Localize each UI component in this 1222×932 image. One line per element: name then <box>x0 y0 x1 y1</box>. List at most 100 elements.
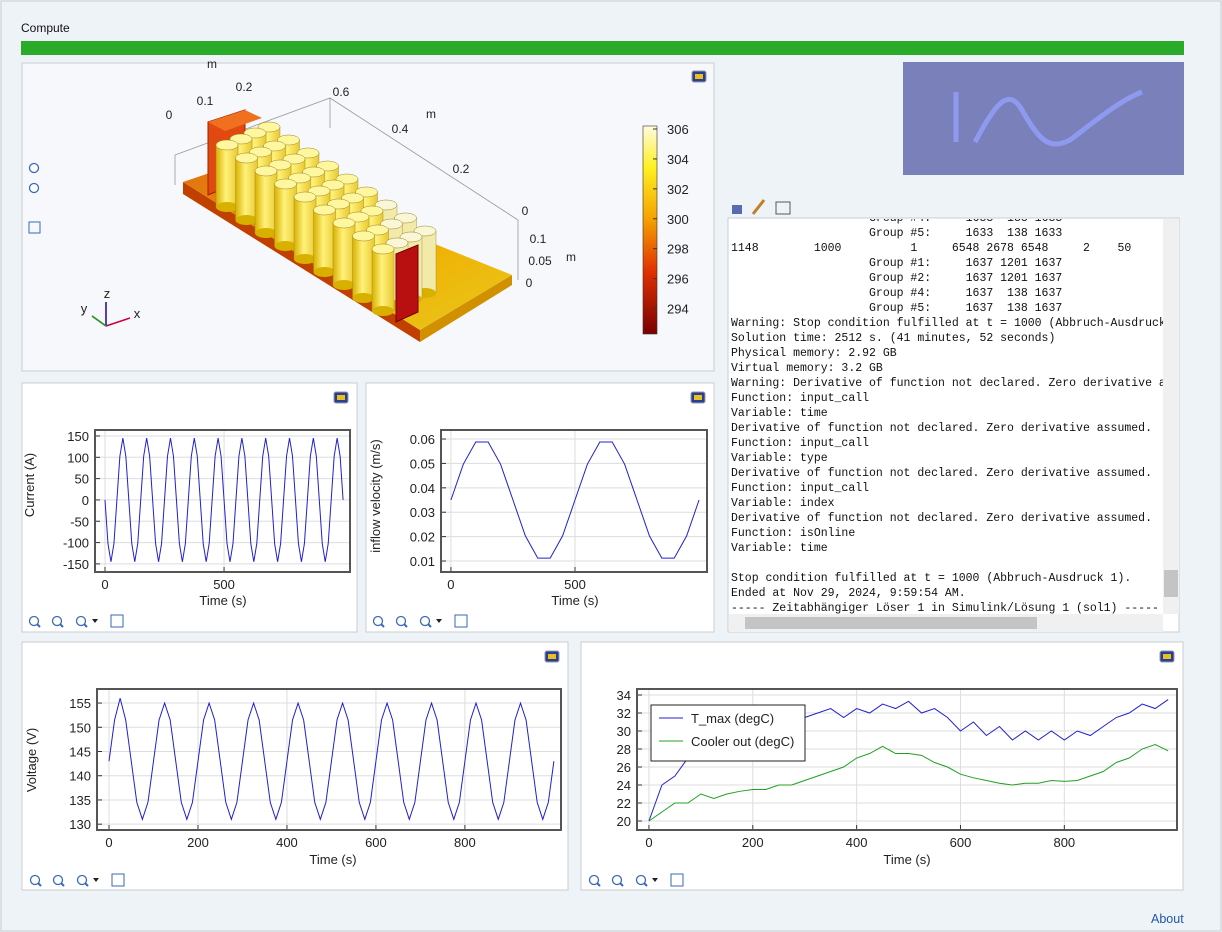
cell-bottom <box>255 228 277 238</box>
cell <box>332 222 356 286</box>
cell-bottom <box>372 306 394 316</box>
cell <box>371 248 395 312</box>
end-wall-top <box>208 110 262 131</box>
triad-label: z <box>104 286 111 301</box>
image-icon-inner <box>694 395 702 400</box>
axis-label-3d: 0 <box>166 108 173 122</box>
y-tick-label: 135 <box>69 793 91 808</box>
fit-icon[interactable] <box>111 873 125 887</box>
zoom-icon[interactable] <box>635 874 647 886</box>
zoom-icon[interactable] <box>76 874 88 886</box>
y-tick-label: -150 <box>63 557 89 572</box>
y-tick-label: 24 <box>617 778 631 793</box>
x-axis-label: Time (s) <box>551 593 598 608</box>
zoom-icon[interactable] <box>75 615 87 627</box>
zoom-icon[interactable] <box>419 615 431 627</box>
fit-icon[interactable] <box>28 221 41 234</box>
y-tick-label: 140 <box>69 769 91 784</box>
log-line: Derivative of function not declared. Zer… <box>731 467 1152 480</box>
y-tick-label: 32 <box>617 706 631 721</box>
zoom-icon[interactable] <box>51 615 63 627</box>
colorbar-label: 298 <box>667 242 689 257</box>
zoom-icon-handle <box>36 623 41 628</box>
clear-icon[interactable] <box>751 199 766 215</box>
log-line: Function: input_call <box>731 482 870 495</box>
zoom-icon-handle <box>596 882 601 887</box>
legend-label: Cooler out (degC) <box>691 734 794 749</box>
data-line <box>450 441 700 559</box>
x-tick-label: 500 <box>564 577 586 592</box>
scrollbar[interactable] <box>1163 219 1179 614</box>
cell-top <box>413 225 437 237</box>
log-line: Group #5: 1633 138 1633 <box>731 227 1063 240</box>
dropdown <box>652 878 658 882</box>
cell-top <box>374 199 398 211</box>
cell <box>313 209 336 273</box>
cell-top <box>394 212 417 224</box>
cell-bottom <box>294 254 316 264</box>
cell <box>352 235 375 299</box>
axis-label-3d: m <box>207 57 217 71</box>
x-axis-label: Time (s) <box>309 852 356 867</box>
cell-top <box>355 186 378 198</box>
zoom-icon[interactable] <box>28 615 40 627</box>
zoom-icon[interactable] <box>52 874 64 886</box>
y-tick-label: 30 <box>617 724 631 739</box>
log-output: Group #4: 1633 138 1633 Group #5: 1633 1… <box>729 219 1163 614</box>
log-line: Variable: time <box>731 407 828 420</box>
y-axis-label: inflow velocity (m/s) <box>368 439 383 552</box>
about-link[interactable]: About <box>1151 912 1184 926</box>
data-line <box>104 438 344 562</box>
cell-top <box>235 152 258 164</box>
cell-top <box>288 172 311 184</box>
detach-icon[interactable] <box>775 201 791 215</box>
log-line: Group #4: 1637 138 1637 <box>731 287 1063 300</box>
zoom-icon[interactable] <box>588 874 600 886</box>
cell-bottom <box>216 202 238 212</box>
fit-icon[interactable] <box>670 873 684 887</box>
fit-icon[interactable] <box>110 614 124 628</box>
zoom-icon[interactable] <box>372 615 384 627</box>
progress-bar <box>21 41 1184 55</box>
axis-label-3d: 0.2 <box>453 162 470 176</box>
zoom-icon[interactable] <box>611 874 623 886</box>
x-tick-label: 500 <box>213 577 235 592</box>
compute-button[interactable]: Compute <box>21 21 70 35</box>
cell-top <box>243 127 267 139</box>
y-tick-label: 130 <box>69 817 91 832</box>
logo <box>903 62 1184 175</box>
x-tick-label: 0 <box>105 835 112 850</box>
fit-icon[interactable] <box>454 614 468 628</box>
legend <box>650 704 806 762</box>
cell-top <box>302 166 325 178</box>
lock-icon[interactable] <box>732 205 742 214</box>
image-icon-inner <box>548 654 556 659</box>
log-line: Warning: Stop condition fulfilled at t =… <box>731 317 1163 330</box>
zoom-icon[interactable] <box>29 874 41 886</box>
scroll-thumb[interactable] <box>1164 570 1178 597</box>
cell-top <box>385 237 409 249</box>
zoom-icon[interactable] <box>28 162 40 174</box>
legend-label: T_max (degC) <box>691 711 774 726</box>
y-tick-label: 28 <box>617 742 631 757</box>
zoom-icon-handle <box>84 882 89 887</box>
logo-mark <box>953 89 1143 147</box>
log-line: Group #2: 1637 1201 1637 <box>731 272 1063 285</box>
y-tick-label: 0.05 <box>410 456 435 471</box>
zoom-icon[interactable] <box>395 615 407 627</box>
cell-top <box>346 211 370 223</box>
cell-top <box>316 160 339 172</box>
axis-label-3d: 0 <box>522 204 529 218</box>
axis-label-3d: 0.1 <box>530 232 547 246</box>
image-icon-inner <box>695 74 703 79</box>
zoom-icon-handle <box>380 623 385 628</box>
cell-top <box>332 217 356 229</box>
colorbar-label: 304 <box>667 152 689 167</box>
plot-frame <box>636 688 1178 831</box>
y-tick-label: 22 <box>617 796 631 811</box>
cell-top <box>277 134 300 146</box>
scroll-thumb-h[interactable] <box>745 617 1037 629</box>
log-line: Derivative of function not declared. Zer… <box>731 422 1152 435</box>
plot-frame <box>94 429 351 573</box>
zoom-icon[interactable] <box>28 182 40 194</box>
